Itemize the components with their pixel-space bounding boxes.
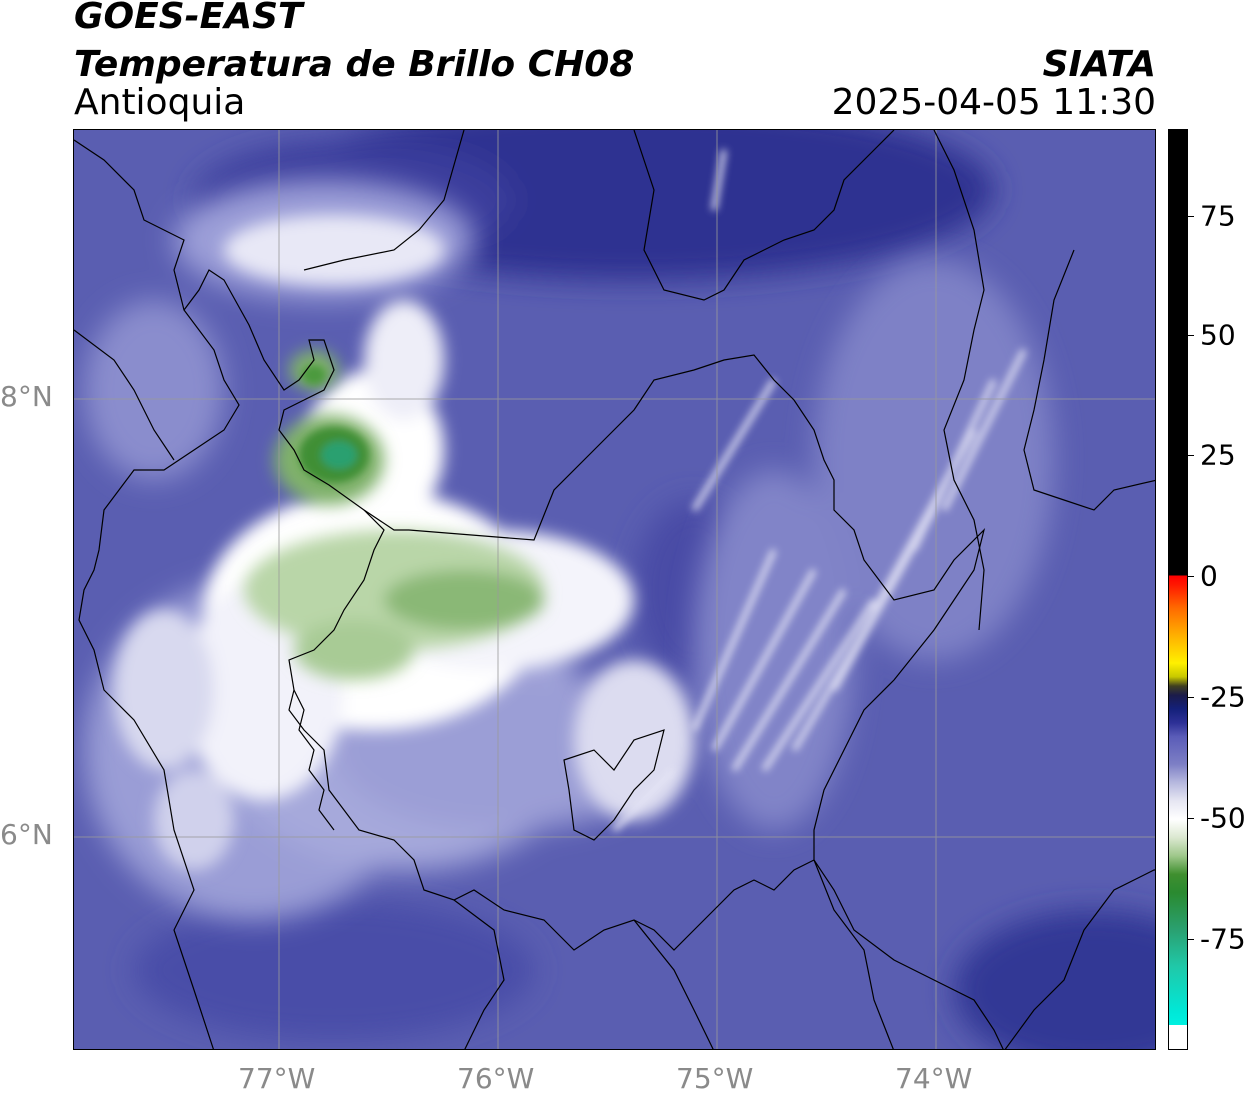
south-border-1 xyxy=(453,899,505,1049)
colorbar-tick-0 xyxy=(1188,576,1194,577)
borders xyxy=(74,130,1155,1049)
colorbar-label-50: 50 xyxy=(1200,318,1236,352)
dept-north-right xyxy=(633,130,895,301)
dept-east-right xyxy=(933,130,985,631)
coastline-uraba xyxy=(183,269,409,531)
colorbar-label-neg25: -25 xyxy=(1200,680,1246,714)
colorbar-tick-25 xyxy=(1188,455,1194,456)
very-cold-cores xyxy=(244,350,544,680)
antioquia-border xyxy=(408,354,1004,1049)
cloud-streaks xyxy=(611,149,1027,833)
map-panel xyxy=(73,129,1156,1050)
colorbar-label-neg75: -75 xyxy=(1200,922,1246,956)
south-border-3 xyxy=(813,859,894,1049)
dept-far-east xyxy=(1023,249,1155,511)
agency-label: SIATA xyxy=(1042,44,1156,85)
colorbar-tick-50 xyxy=(1188,335,1194,336)
coldest-cores xyxy=(299,365,369,483)
colorbar-tick-neg25 xyxy=(1188,697,1194,698)
x-tick-76w: 76°W xyxy=(457,1062,535,1095)
x-tick-77w: 77°W xyxy=(238,1062,316,1095)
choco-river xyxy=(293,689,335,831)
datetime-label: 2025-04-05 11:30 xyxy=(831,82,1156,123)
colorbar-tick-neg75 xyxy=(1188,939,1194,940)
colorbar-tick-neg50 xyxy=(1188,818,1194,819)
satellite-title: GOES-EAST xyxy=(74,0,303,37)
colorbar xyxy=(1168,129,1188,1050)
panama-border xyxy=(74,329,175,461)
colorbar-label-neg50: -50 xyxy=(1200,801,1246,835)
y-tick-6n: 6°N xyxy=(0,818,53,851)
x-tick-75w: 75°W xyxy=(676,1062,754,1095)
region-subtitle: Antioquia xyxy=(74,82,246,123)
colorbar-tick-75 xyxy=(1188,216,1194,217)
antioquia-south xyxy=(288,509,815,951)
y-tick-8n: 8°N xyxy=(0,380,53,413)
brightness-temperature-map xyxy=(74,130,1155,1049)
medellin-area xyxy=(563,729,665,841)
colorbar-label-0: 0 xyxy=(1200,559,1218,593)
east-border-4 xyxy=(1004,869,1155,1049)
product-title: Temperatura de Brillo CH08 xyxy=(74,44,635,85)
south-border-2 xyxy=(633,919,714,1049)
coastline-west xyxy=(74,139,240,1049)
graticule xyxy=(74,130,1155,1049)
antioquia-north xyxy=(303,130,465,271)
x-tick-74w: 74°W xyxy=(895,1062,973,1095)
colorbar-label-75: 75 xyxy=(1200,199,1236,233)
colorbar-label-25: 25 xyxy=(1200,438,1236,472)
